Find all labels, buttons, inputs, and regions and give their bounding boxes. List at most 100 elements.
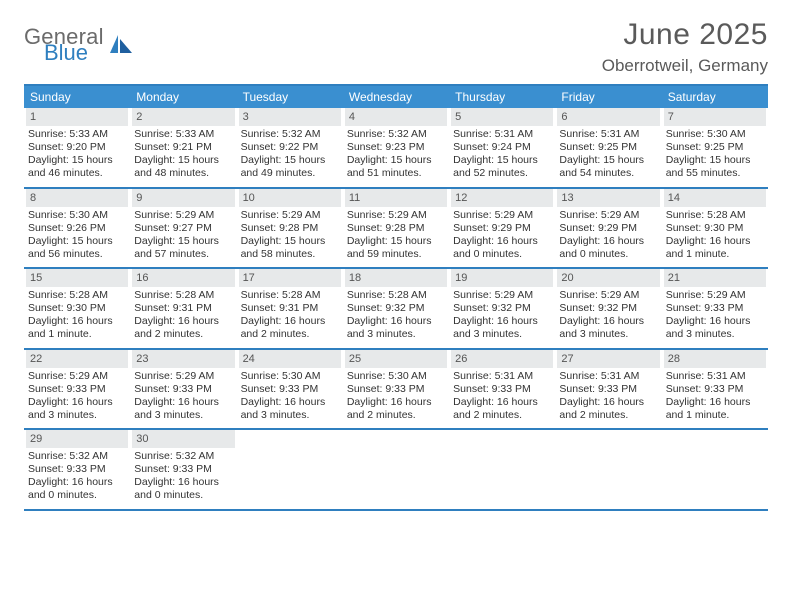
dayname-sunday: Sunday — [24, 86, 130, 108]
sunrise-text: Sunrise: 5:31 AM — [557, 370, 659, 383]
sunset-text: Sunset: 9:27 PM — [132, 222, 234, 235]
calendar-cell: 5Sunrise: 5:31 AMSunset: 9:24 PMDaylight… — [449, 108, 555, 187]
daylight-text: and 55 minutes. — [664, 167, 766, 180]
calendar-cell: 25Sunrise: 5:30 AMSunset: 9:33 PMDayligh… — [343, 350, 449, 429]
daylight-text: and 3 minutes. — [451, 328, 553, 341]
daylight-text: and 3 minutes. — [557, 328, 659, 341]
sunrise-text: Sunrise: 5:28 AM — [26, 289, 128, 302]
sunrise-text: Sunrise: 5:29 AM — [26, 370, 128, 383]
day-number: 14 — [664, 189, 766, 207]
sunset-text: Sunset: 9:33 PM — [239, 383, 341, 396]
logo-word-blue: Blue — [44, 42, 104, 64]
weeks-container: 1Sunrise: 5:33 AMSunset: 9:20 PMDaylight… — [24, 108, 768, 511]
daylight-text: Daylight: 16 hours — [664, 315, 766, 328]
daylight-text: Daylight: 16 hours — [132, 396, 234, 409]
sunset-text: Sunset: 9:28 PM — [239, 222, 341, 235]
sunrise-text: Sunrise: 5:32 AM — [345, 128, 447, 141]
calendar-cell: 22Sunrise: 5:29 AMSunset: 9:33 PMDayligh… — [24, 350, 130, 429]
daylight-text: Daylight: 15 hours — [132, 154, 234, 167]
calendar-cell: 30Sunrise: 5:32 AMSunset: 9:33 PMDayligh… — [130, 430, 236, 509]
daylight-text: Daylight: 15 hours — [557, 154, 659, 167]
week-row: 29Sunrise: 5:32 AMSunset: 9:33 PMDayligh… — [24, 430, 768, 511]
day-number: 22 — [26, 350, 128, 368]
sunrise-text: Sunrise: 5:31 AM — [664, 370, 766, 383]
daylight-text: Daylight: 16 hours — [557, 396, 659, 409]
daylight-text: Daylight: 15 hours — [451, 154, 553, 167]
daylight-text: Daylight: 16 hours — [26, 396, 128, 409]
calendar-cell: 12Sunrise: 5:29 AMSunset: 9:29 PMDayligh… — [449, 189, 555, 268]
daylight-text: and 2 minutes. — [557, 409, 659, 422]
calendar-cell: 13Sunrise: 5:29 AMSunset: 9:29 PMDayligh… — [555, 189, 661, 268]
daylight-text: and 2 minutes. — [451, 409, 553, 422]
daylight-text: and 51 minutes. — [345, 167, 447, 180]
day-number: 5 — [451, 108, 553, 126]
day-number: 27 — [557, 350, 659, 368]
sunset-text: Sunset: 9:21 PM — [132, 141, 234, 154]
page: General Blue June 2025 Oberrotweil, Germ… — [0, 0, 792, 529]
sunrise-text: Sunrise: 5:30 AM — [239, 370, 341, 383]
calendar-cell: 16Sunrise: 5:28 AMSunset: 9:31 PMDayligh… — [130, 269, 236, 348]
daylight-text: and 58 minutes. — [239, 248, 341, 261]
sunrise-text: Sunrise: 5:29 AM — [132, 209, 234, 222]
daylight-text: and 3 minutes. — [345, 328, 447, 341]
calendar-cell: 14Sunrise: 5:28 AMSunset: 9:30 PMDayligh… — [662, 189, 768, 268]
day-number: 21 — [664, 269, 766, 287]
daylight-text: Daylight: 15 hours — [345, 235, 447, 248]
daylight-text: and 0 minutes. — [557, 248, 659, 261]
sunrise-text: Sunrise: 5:28 AM — [239, 289, 341, 302]
sunset-text: Sunset: 9:31 PM — [239, 302, 341, 315]
sunrise-text: Sunrise: 5:30 AM — [26, 209, 128, 222]
daylight-text: and 3 minutes. — [664, 328, 766, 341]
sunrise-text: Sunrise: 5:32 AM — [239, 128, 341, 141]
day-number: 9 — [132, 189, 234, 207]
daylight-text: Daylight: 16 hours — [239, 315, 341, 328]
sunset-text: Sunset: 9:32 PM — [345, 302, 447, 315]
day-number: 26 — [451, 350, 553, 368]
daylight-text: and 1 minute. — [664, 409, 766, 422]
calendar-cell: . — [343, 430, 449, 509]
calendar-cell: 7Sunrise: 5:30 AMSunset: 9:25 PMDaylight… — [662, 108, 768, 187]
daylight-text: and 52 minutes. — [451, 167, 553, 180]
calendar-cell: 20Sunrise: 5:29 AMSunset: 9:32 PMDayligh… — [555, 269, 661, 348]
sunrise-text: Sunrise: 5:28 AM — [664, 209, 766, 222]
day-number: 2 — [132, 108, 234, 126]
dayname-thursday: Thursday — [449, 86, 555, 108]
sunrise-text: Sunrise: 5:29 AM — [664, 289, 766, 302]
daylight-text: Daylight: 15 hours — [239, 154, 341, 167]
calendar-cell: 19Sunrise: 5:29 AMSunset: 9:32 PMDayligh… — [449, 269, 555, 348]
daylight-text: and 2 minutes. — [132, 328, 234, 341]
sunset-text: Sunset: 9:33 PM — [345, 383, 447, 396]
sunrise-text: Sunrise: 5:29 AM — [132, 370, 234, 383]
dayname-monday: Monday — [130, 86, 236, 108]
daylight-text: Daylight: 16 hours — [664, 235, 766, 248]
day-number: 11 — [345, 189, 447, 207]
day-number: 13 — [557, 189, 659, 207]
daylight-text: and 1 minute. — [664, 248, 766, 261]
sunset-text: Sunset: 9:33 PM — [132, 463, 234, 476]
calendar-cell: 1Sunrise: 5:33 AMSunset: 9:20 PMDaylight… — [24, 108, 130, 187]
sunset-text: Sunset: 9:20 PM — [26, 141, 128, 154]
daylight-text: Daylight: 16 hours — [451, 235, 553, 248]
daylight-text: Daylight: 16 hours — [557, 315, 659, 328]
day-number: 18 — [345, 269, 447, 287]
sunset-text: Sunset: 9:31 PM — [132, 302, 234, 315]
day-number: 10 — [239, 189, 341, 207]
day-number: 3 — [239, 108, 341, 126]
sunrise-text: Sunrise: 5:32 AM — [26, 450, 128, 463]
sunrise-text: Sunrise: 5:28 AM — [132, 289, 234, 302]
week-row: 1Sunrise: 5:33 AMSunset: 9:20 PMDaylight… — [24, 108, 768, 189]
daylight-text: and 1 minute. — [26, 328, 128, 341]
daylight-text: Daylight: 16 hours — [451, 396, 553, 409]
day-number: 4 — [345, 108, 447, 126]
week-row: 15Sunrise: 5:28 AMSunset: 9:30 PMDayligh… — [24, 269, 768, 350]
daylight-text: Daylight: 16 hours — [557, 235, 659, 248]
sunrise-text: Sunrise: 5:29 AM — [557, 209, 659, 222]
calendar-cell: 28Sunrise: 5:31 AMSunset: 9:33 PMDayligh… — [662, 350, 768, 429]
calendar-cell: 2Sunrise: 5:33 AMSunset: 9:21 PMDaylight… — [130, 108, 236, 187]
daylight-text: and 54 minutes. — [557, 167, 659, 180]
calendar-cell: 18Sunrise: 5:28 AMSunset: 9:32 PMDayligh… — [343, 269, 449, 348]
sunrise-text: Sunrise: 5:31 AM — [451, 370, 553, 383]
sunrise-text: Sunrise: 5:31 AM — [557, 128, 659, 141]
title-month: June 2025 — [602, 18, 768, 52]
calendar-cell: 6Sunrise: 5:31 AMSunset: 9:25 PMDaylight… — [555, 108, 661, 187]
